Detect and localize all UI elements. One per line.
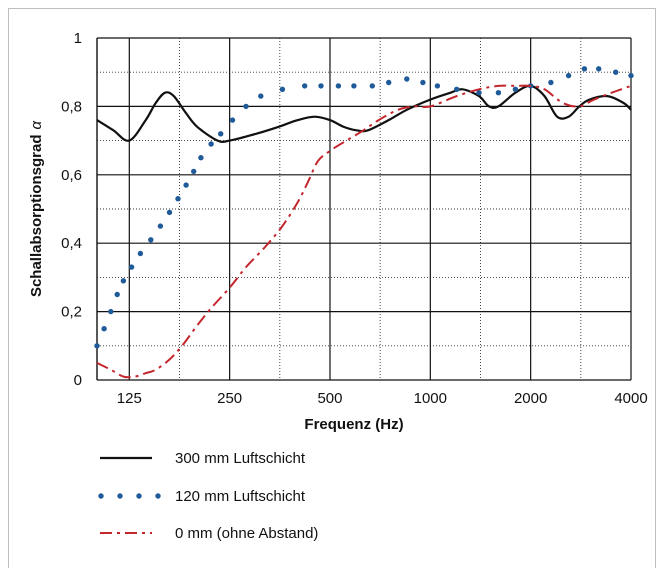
legend-swatch-dot [136, 493, 142, 499]
data-point [175, 196, 181, 202]
legend-label: 120 mm Luftschicht [175, 488, 306, 505]
legend-label: 0 mm (ohne Abstand) [175, 525, 318, 542]
series-300mm-line [96, 84, 632, 144]
data-point [198, 155, 204, 161]
data-point [434, 83, 441, 89]
x-tick-label: 250 [217, 390, 242, 407]
data-point [565, 72, 572, 79]
data-point [108, 308, 114, 315]
data-point [454, 86, 460, 93]
data-point [101, 326, 107, 332]
x-tick-label: 500 [317, 390, 342, 407]
data-point [243, 103, 249, 110]
data-point [258, 93, 264, 99]
data-point [596, 66, 602, 72]
y-axis-label-text: Schallabsorptionsgrad [28, 135, 45, 298]
data-point [148, 237, 154, 243]
data-point [613, 69, 619, 75]
data-point [166, 209, 173, 216]
series-0mm-line [96, 84, 632, 379]
data-point [302, 83, 308, 89]
data-point [351, 83, 357, 89]
y-axis-label: Schallabsorptionsgrad α [28, 121, 45, 298]
data-point [183, 182, 189, 188]
y-tick-label: 0,6 [61, 167, 82, 184]
y-axis-label-symbol: α [28, 121, 45, 130]
y-tick-label: 0 [74, 372, 82, 389]
x-tick-label: 1000 [414, 390, 447, 407]
data-point [628, 72, 634, 79]
data-point [229, 117, 236, 123]
data-point [120, 278, 127, 284]
x-tick-label: 4000 [614, 390, 647, 407]
data-point [495, 90, 502, 96]
data-point [218, 131, 224, 137]
legend: 300 mm Luftschicht 120 mm Luftschicht 0 mm… [98, 450, 318, 542]
series-120mm-points [94, 66, 634, 349]
data-point [157, 223, 164, 229]
x-axis-label: Frequenz (Hz) [304, 416, 403, 433]
data-point [404, 76, 410, 82]
y-tick-label: 0,8 [61, 98, 82, 115]
data-point [208, 141, 214, 147]
legend-swatch-dot [155, 493, 161, 499]
data-point [335, 83, 342, 89]
data-point [420, 79, 426, 86]
data-point [191, 168, 197, 175]
data-point [137, 250, 144, 257]
y-tick-label: 1 [74, 30, 82, 47]
grid [96, 37, 632, 381]
x-tick-label: 125 [117, 390, 142, 407]
figure-frame [8, 8, 656, 568]
data-point [279, 86, 286, 93]
y-tick-label: 0,4 [61, 235, 82, 252]
data-point [369, 83, 375, 89]
ticks: 0 0,2 0,4 0,6 0,8 1 125 250 500 1000 2000 4000 [61, 30, 648, 407]
data-point [581, 66, 588, 72]
data-point [512, 86, 519, 93]
data-point [94, 343, 100, 349]
y-tick-label: 0,2 [61, 304, 82, 321]
legend-swatch-dot [98, 493, 104, 499]
data-point [548, 79, 554, 86]
legend-swatch-dot [117, 493, 123, 499]
data-point [476, 90, 482, 96]
data-point [386, 79, 392, 86]
legend-label: 300 mm Luftschicht [175, 450, 306, 467]
curves [94, 66, 634, 379]
data-point [114, 291, 120, 298]
data-point [318, 83, 324, 89]
x-tick-label: 2000 [514, 390, 547, 407]
data-point [128, 264, 135, 270]
